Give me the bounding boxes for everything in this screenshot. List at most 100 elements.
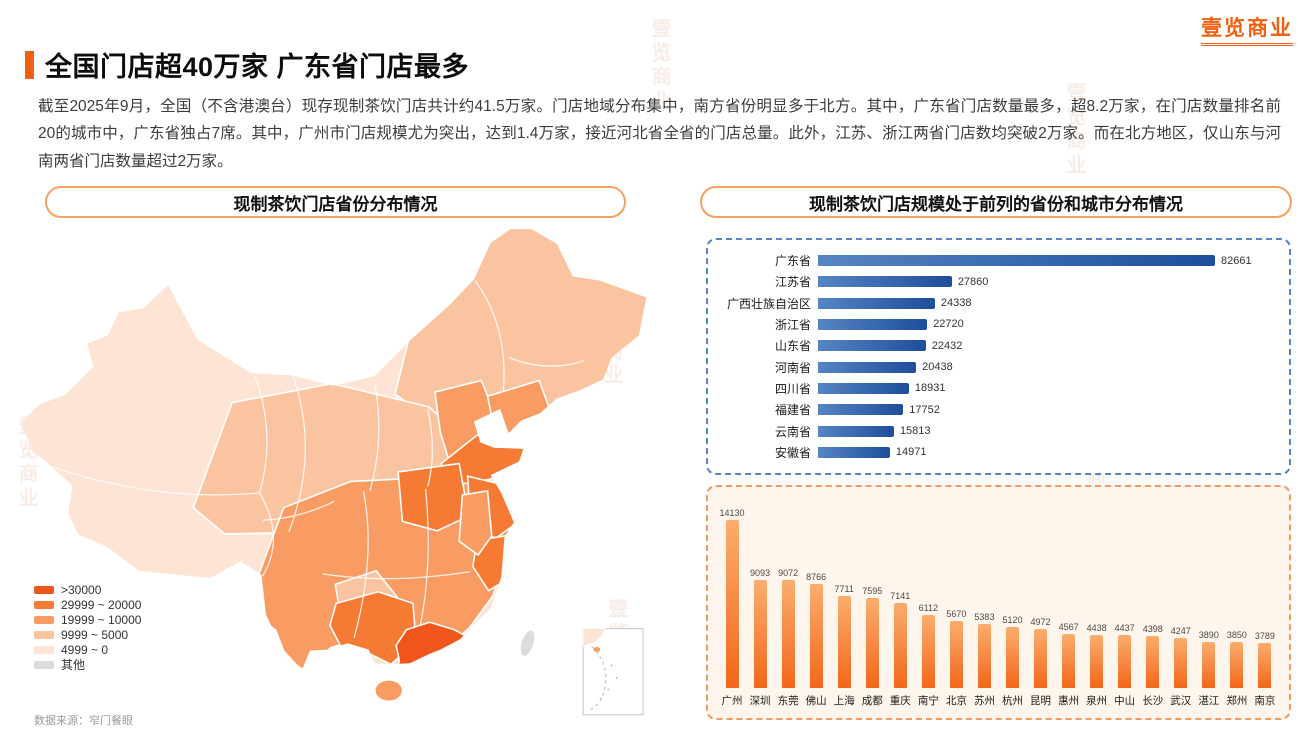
city-label: 佛山 <box>805 695 827 707</box>
city-column: 4398 长沙 <box>1139 624 1167 708</box>
province-label: 河南省 <box>774 360 811 375</box>
legend-item: 其他 <box>34 658 141 672</box>
province-value: 22432 <box>931 339 963 352</box>
province-bar <box>818 318 928 330</box>
legend-item: 29999 ~ 20000 <box>34 597 142 612</box>
city-label: 重庆 <box>889 695 911 707</box>
province-value: 22720 <box>933 318 964 331</box>
city-column: 7595 成都 <box>858 586 886 708</box>
province-bar-track: 14971 <box>818 446 1277 458</box>
city-value: 6112 <box>918 603 939 613</box>
city-bar <box>1090 635 1104 688</box>
city-label: 惠州 <box>1058 695 1080 707</box>
city-label: 中山 <box>1114 695 1136 707</box>
city-column: 4437 中山 <box>1111 623 1139 708</box>
province-value: 14971 <box>895 446 927 459</box>
province-row: 安徽省 14971 <box>712 444 1277 461</box>
city-label: 东莞 <box>777 695 799 707</box>
map-panel-title-text: 现制茶饮门店省份分布情况 <box>233 194 438 214</box>
city-label: 郑州 <box>1226 695 1248 707</box>
province-value: 15813 <box>899 425 931 438</box>
province-row: 四川省 18931 <box>712 380 1277 397</box>
province-value: 18931 <box>914 382 946 395</box>
legend-label: 其他 <box>61 658 86 672</box>
city-label: 昆明 <box>1030 695 1052 707</box>
city-column: 4247 武汉 <box>1167 626 1195 708</box>
province-row: 福建省 17752 <box>712 401 1277 418</box>
city-column: 7711 上海 <box>830 584 858 708</box>
city-label: 深圳 <box>749 695 771 707</box>
province-bar-track: 24338 <box>818 297 1277 309</box>
city-column: 4972 昆明 <box>1027 617 1055 708</box>
city-bar <box>1146 636 1160 688</box>
city-value: 4247 <box>1170 626 1191 636</box>
city-column: 8766 佛山 <box>802 572 830 708</box>
province-bar <box>818 297 935 309</box>
charts-panel-title: 现制茶饮门店规模处于前列的省份和城市分布情况 <box>700 186 1292 218</box>
province-bar <box>818 382 909 394</box>
legend-swatch <box>34 585 54 594</box>
city-value: 7711 <box>834 584 854 594</box>
page-header: 全国门店超40万家 广东省门店最多 <box>25 45 469 84</box>
city-bar <box>977 624 991 688</box>
map-region-guangdong <box>395 621 469 669</box>
legend-label: 4999 ~ 0 <box>61 642 109 657</box>
china-map <box>21 229 647 716</box>
city-label: 广州 <box>721 695 743 707</box>
city-value: 7595 <box>862 586 883 596</box>
legend-item: >30000 <box>34 583 141 597</box>
south-china-sea-inset <box>582 628 644 716</box>
legend-swatch <box>34 645 54 654</box>
city-value: 5383 <box>974 612 995 622</box>
city-column: 7141 重庆 <box>886 591 914 708</box>
legend-item: 4999 ~ 0 <box>34 642 141 657</box>
city-column: 3789 南京 <box>1251 631 1279 708</box>
city-value: 4567 <box>1058 622 1079 632</box>
province-bar <box>818 446 890 458</box>
city-column: 9072 东莞 <box>774 568 802 708</box>
province-row: 云南省 15813 <box>712 423 1277 440</box>
province-row: 广东省 82661 <box>712 252 1277 269</box>
city-value: 4398 <box>1142 624 1163 634</box>
city-bar-chart: 14130 广州 9093 深圳 9072 东莞 8766 佛山 7711 上海 7595 成都 714… <box>706 485 1291 720</box>
city-column: 4438 泉州 <box>1083 623 1111 708</box>
legend-item: 19999 ~ 10000 <box>34 613 141 627</box>
province-bar-chart: 广东省 82661 江苏省 27860 广西壮族自治区 24338 浙江省 22720 山东省 2… <box>706 238 1291 475</box>
province-bar-track: 15813 <box>818 425 1277 437</box>
legend-swatch <box>34 600 54 609</box>
city-column: 4567 惠州 <box>1055 622 1083 708</box>
city-value: 7141 <box>890 591 911 601</box>
city-label: 南宁 <box>917 695 939 707</box>
city-column: 5383 苏州 <box>970 612 998 708</box>
map-region-henan <box>397 462 470 532</box>
province-label: 山东省 <box>774 339 811 354</box>
legend-swatch <box>34 630 54 639</box>
province-bar-track: 18931 <box>818 382 1277 394</box>
city-bar <box>1034 629 1048 688</box>
province-bar <box>818 425 894 437</box>
city-bar <box>1062 634 1076 688</box>
city-value: 3789 <box>1254 631 1275 641</box>
city-value: 5670 <box>946 609 967 619</box>
city-bar <box>1118 635 1132 688</box>
city-column: 3890 湛江 <box>1195 630 1223 708</box>
legend-label: 29999 ~ 20000 <box>61 597 142 612</box>
city-label: 北京 <box>945 695 967 707</box>
city-label: 南京 <box>1254 695 1276 707</box>
province-label: 江苏省 <box>774 275 811 290</box>
city-value: 4437 <box>1114 623 1135 633</box>
map-region-anhui <box>458 489 493 557</box>
province-value: 20438 <box>922 361 953 374</box>
city-value: 9072 <box>778 568 799 578</box>
city-value: 4438 <box>1086 623 1107 633</box>
city-label: 苏州 <box>973 695 995 707</box>
province-row: 河南省 20438 <box>712 359 1277 376</box>
province-bar <box>818 255 1216 266</box>
city-column: 9093 深圳 <box>746 568 774 708</box>
province-label: 安徽省 <box>774 445 811 460</box>
charts-panel-title-text: 现制茶饮门店规模处于前列的省份和城市分布情况 <box>809 194 1183 214</box>
city-label: 湛江 <box>1198 695 1220 707</box>
city-bar <box>949 621 963 688</box>
legend-label: 9999 ~ 5000 <box>61 627 129 642</box>
city-value: 14130 <box>719 508 745 518</box>
